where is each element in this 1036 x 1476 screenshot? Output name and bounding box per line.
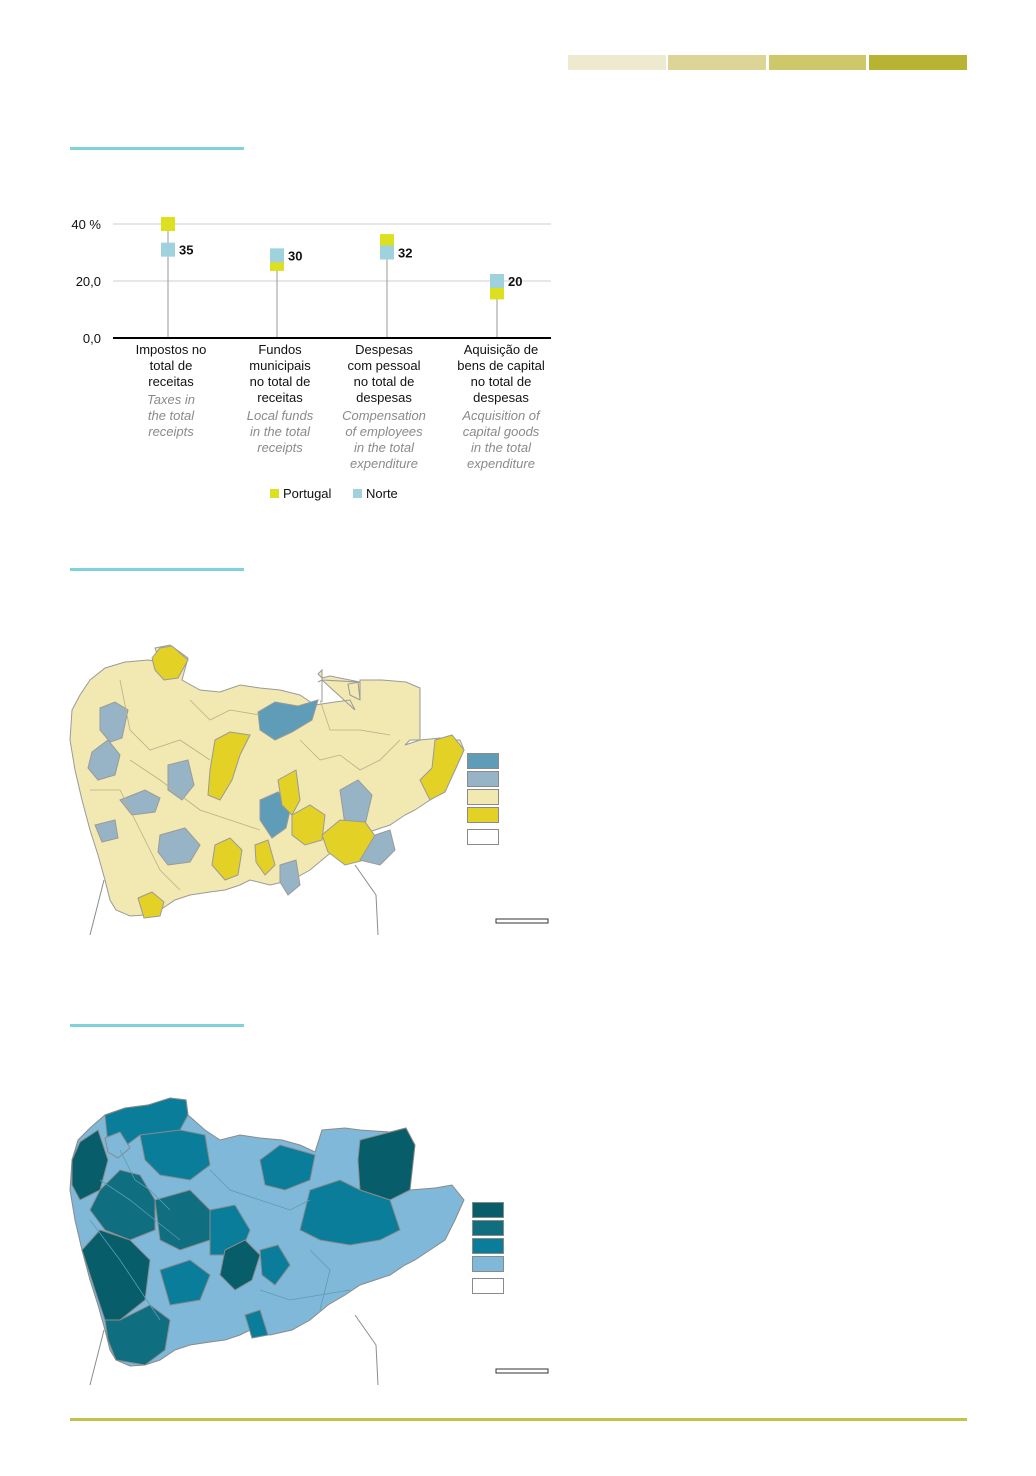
data-label: 20	[508, 274, 522, 289]
marker-portugal	[380, 234, 394, 249]
map-region-dark	[81, 1229, 151, 1321]
map-region-yellow	[151, 645, 189, 681]
category-label-en: Local funds in the total receipts	[246, 408, 314, 455]
y-tick-label: 40 %	[71, 217, 101, 232]
map-region-teal	[259, 1244, 291, 1286]
map-region-teal	[139, 1129, 211, 1181]
map-internal-border	[309, 1249, 331, 1311]
map-region-yellow	[137, 891, 165, 919]
map-region-yellow	[291, 804, 326, 846]
map-region-mid	[104, 1304, 171, 1366]
header-band-segment	[668, 55, 766, 70]
data-label: 30	[288, 248, 302, 263]
map-internal-border	[129, 759, 261, 831]
marker-portugal	[161, 217, 175, 231]
map-region-teal	[159, 1259, 211, 1306]
map2-legend-swatch	[472, 1238, 504, 1254]
map-internal-border	[319, 699, 391, 736]
header-band-segment	[869, 55, 967, 70]
marker-norte	[270, 248, 284, 263]
map-region-grey	[119, 789, 161, 816]
map-scale-bar	[495, 918, 549, 924]
map-region-grey	[279, 859, 301, 896]
map-region-blue	[257, 699, 319, 741]
map-region-mid	[89, 1169, 156, 1241]
footer-rule	[70, 1418, 967, 1421]
map-region-teal	[259, 1144, 316, 1191]
category-label-en: Acquisition of capital goods in the tota…	[462, 408, 540, 471]
map-region-dark	[219, 1239, 261, 1291]
legend-item-portugal: Portugal	[270, 486, 331, 501]
map-internal-border	[90, 789, 181, 891]
map-internal-border	[99, 1179, 181, 1241]
map-region-grey	[359, 829, 396, 866]
data-label: 35	[179, 243, 193, 258]
map-border-line	[354, 1314, 379, 1386]
map-internal-border	[189, 699, 261, 721]
map1-legend-swatch	[467, 771, 499, 787]
map-region-yellow	[207, 731, 251, 801]
map-coastline	[89, 879, 105, 936]
category-label-en: Taxes in the total receipts	[147, 392, 195, 439]
municipality-map-1	[69, 644, 549, 936]
marker-norte	[161, 242, 175, 257]
map-region-yellow	[277, 769, 301, 816]
map-region-grey	[87, 739, 121, 781]
legend-label: Portugal	[283, 486, 332, 501]
marker-norte	[380, 245, 394, 260]
category-label-pt: Fundos municipais no total de receitas	[249, 342, 311, 405]
category-label-pt: Despesas com pessoal no total de despesa…	[347, 342, 421, 405]
municipality-map-2	[69, 1097, 549, 1386]
map1-legend-swatch	[467, 753, 499, 769]
header-band-segment	[568, 55, 666, 70]
map-internal-border	[209, 1169, 311, 1211]
map-scale-bar	[495, 1368, 549, 1374]
map2-legend-swatch	[472, 1202, 504, 1218]
map-internal-border	[119, 679, 211, 761]
map1-legend-swatch	[467, 807, 499, 823]
map2-legend-swatch	[472, 1278, 504, 1294]
data-label: 32	[398, 246, 412, 261]
map-region-yellow	[254, 839, 276, 876]
section-rule	[70, 568, 244, 571]
map-region-grey	[99, 701, 129, 743]
map-region-yellow	[419, 734, 465, 801]
map-internal-border	[299, 739, 401, 771]
map-border-line	[354, 864, 379, 936]
legend-swatch	[270, 489, 279, 498]
y-tick-label: 20,0	[76, 274, 101, 289]
header-band-segment	[769, 55, 866, 70]
map-region-dark	[71, 1129, 109, 1201]
y-tick-label: 0,0	[83, 331, 101, 346]
map-internal-border	[89, 1219, 161, 1321]
legend-swatch	[353, 489, 362, 498]
map-internal-border	[259, 1289, 351, 1301]
map-region-dark	[357, 1127, 416, 1201]
map-region-yellow	[211, 837, 243, 881]
marker-portugal	[490, 285, 504, 300]
category-label-pt: Impostos no total de receitas	[135, 342, 207, 389]
legend-label: Norte	[366, 486, 398, 501]
marker-norte	[490, 274, 504, 288]
map1-legend-swatch	[467, 829, 499, 845]
map-coastline	[89, 1329, 105, 1386]
legend-item-norte: Norte	[353, 486, 398, 501]
map-region-grey	[94, 819, 119, 843]
map-region-teal	[244, 1309, 269, 1339]
map-internal-border	[119, 1149, 171, 1211]
section-rule	[70, 1024, 244, 1027]
dot-chart: 0,0 20,0 40 % 35 30 32 20	[71, 217, 551, 346]
map-region-grey	[157, 827, 201, 866]
map2-legend-swatch	[472, 1220, 504, 1236]
category-label-en: Compensation of employees in the total e…	[342, 408, 426, 471]
map-region-light	[104, 1131, 131, 1159]
map-region-grey	[339, 779, 373, 826]
section-rule	[70, 147, 244, 150]
map-region-outline	[69, 644, 465, 917]
category-label-pt: Aquisição de bens de capital no total de…	[457, 342, 545, 405]
map1-legend-swatch	[467, 789, 499, 805]
map-region-teal	[299, 1179, 401, 1246]
map2-legend-swatch	[472, 1256, 504, 1272]
